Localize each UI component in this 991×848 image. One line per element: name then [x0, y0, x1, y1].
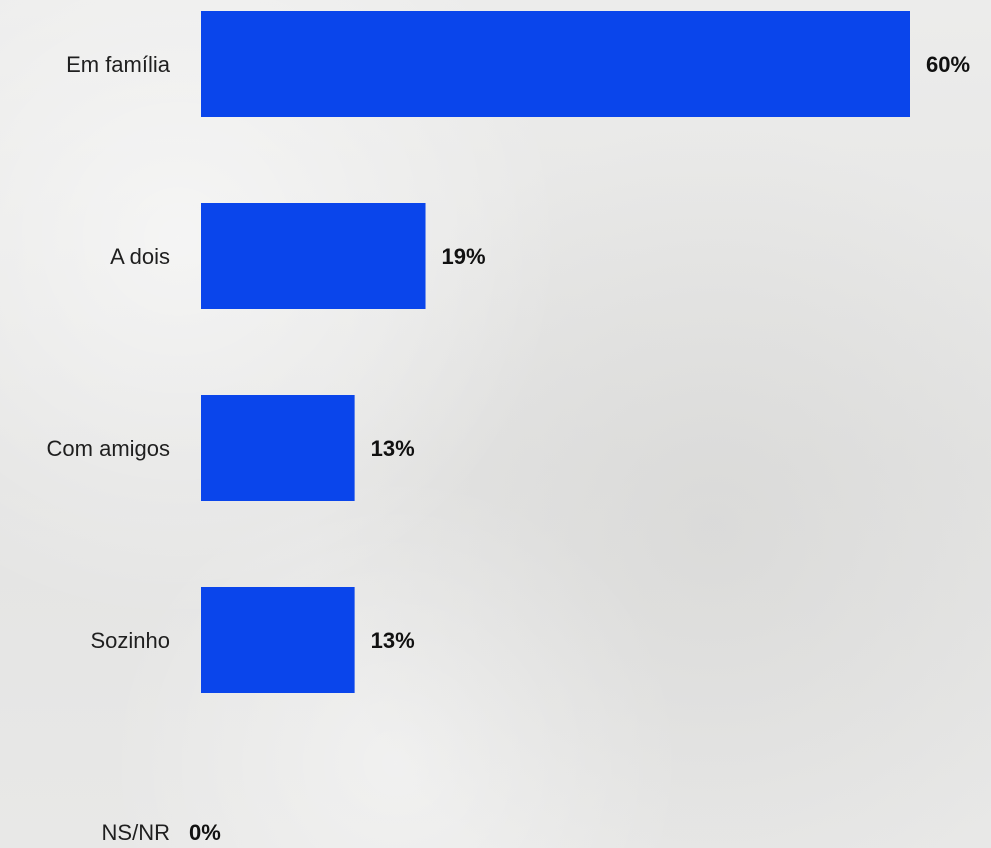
- labels-layer: Em família 60% A dois 19% Com amigos 13% Sozin…: [47, 52, 971, 845]
- category-label-3: Sozinho: [90, 628, 170, 653]
- category-label-1: A dois: [110, 244, 170, 269]
- value-label-3: 13%: [371, 628, 415, 653]
- bar-3: [201, 587, 355, 693]
- value-label-2: 13%: [371, 436, 415, 461]
- value-label-4: 0%: [189, 820, 221, 845]
- bars-layer: [201, 11, 910, 693]
- value-label-1: 19%: [442, 244, 486, 269]
- bar-1: [201, 203, 426, 309]
- bar-0: [201, 11, 910, 117]
- category-label-2: Com amigos: [47, 436, 170, 461]
- bar-2: [201, 395, 355, 501]
- category-label-0: Em família: [66, 52, 171, 77]
- value-label-0: 60%: [926, 52, 970, 77]
- category-label-4: NS/NR: [102, 820, 170, 845]
